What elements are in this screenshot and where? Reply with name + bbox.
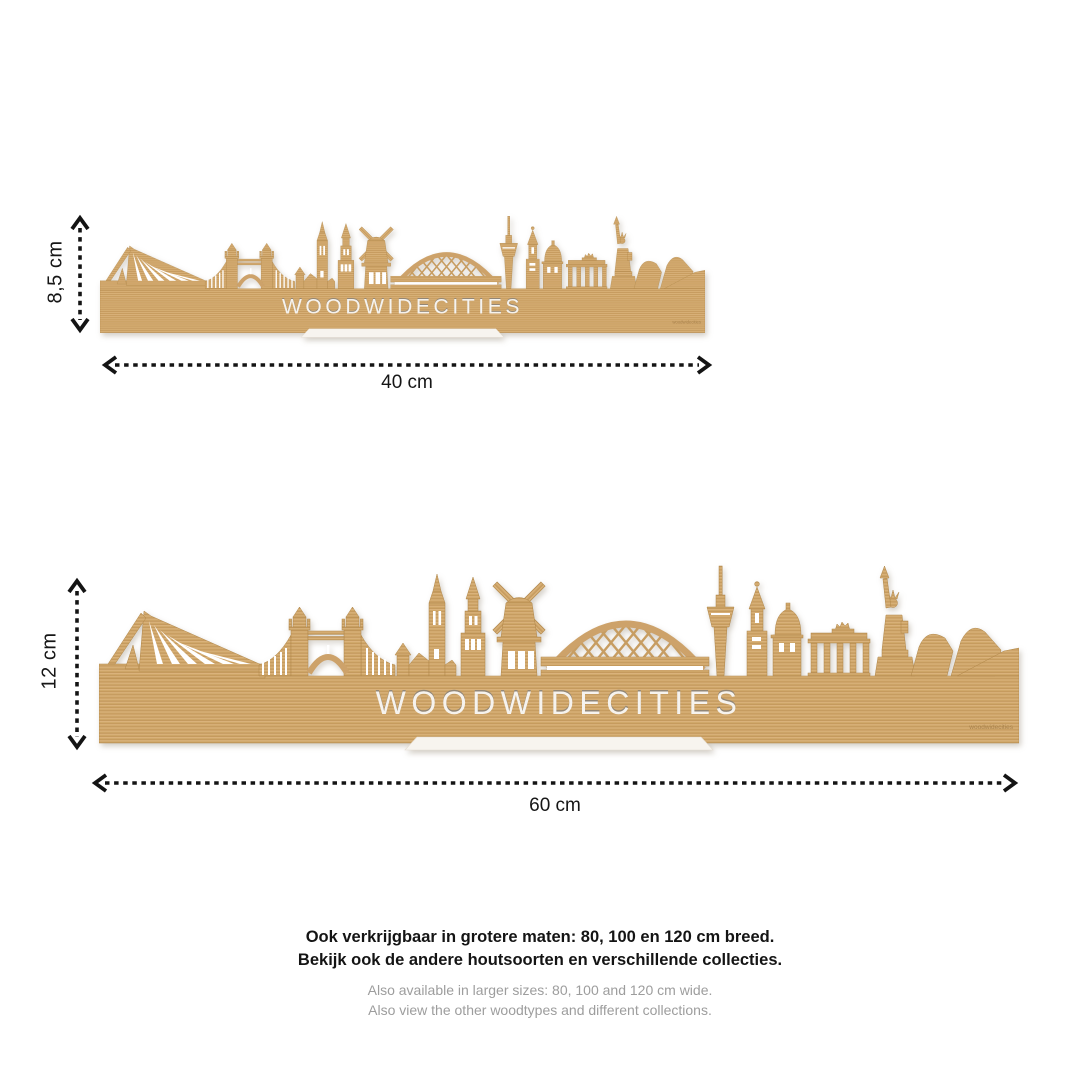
footer-nl-line2: Bekijk ook de andere houtsoorten en vers… — [297, 951, 783, 969]
footer-en-line1: Also available in larger sizes: 80, 100 … — [367, 982, 713, 998]
width-arrow-small — [101, 355, 713, 375]
width-label-small: 40 cm — [381, 372, 433, 393]
footer-en-line2: Also view the other woodtypes and differ… — [368, 1002, 712, 1018]
height-label-small: 8,5 cm — [44, 240, 67, 304]
footer-nl-line1: Ook verkrijgbaar in grotere maten: 80, 1… — [305, 928, 775, 946]
height-arrow-small — [70, 214, 90, 334]
width-label-large: 60 cm — [529, 795, 581, 816]
height-label-large: 12 cm — [38, 632, 61, 690]
skyline-product-60cm — [99, 561, 1019, 751]
skyline-product-40cm — [100, 213, 705, 338]
height-arrow-large — [67, 577, 87, 751]
width-arrow-large — [91, 773, 1019, 793]
